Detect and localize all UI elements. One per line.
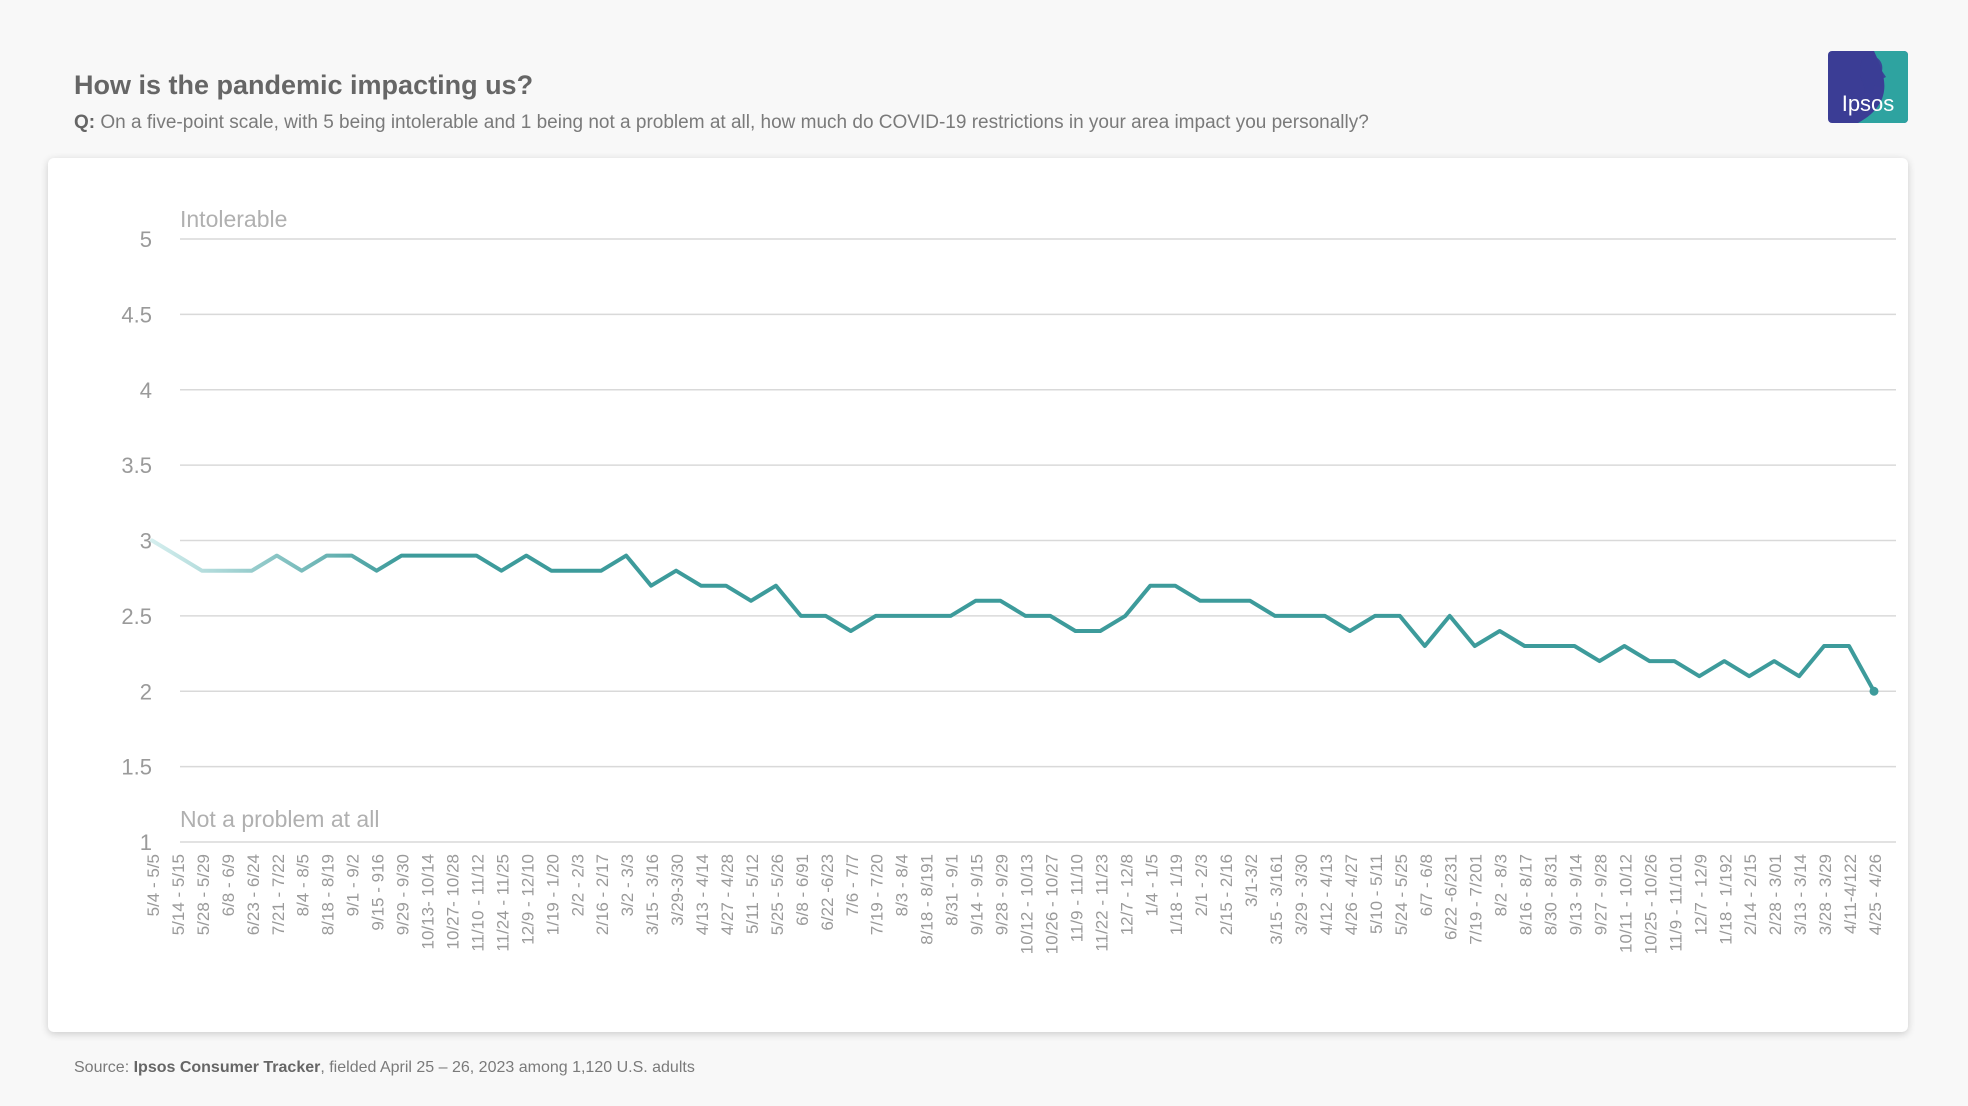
- x-tick-label: 2/14 - 2/15: [1741, 854, 1760, 935]
- x-tick-label: 8/18 - 8/19: [319, 854, 338, 935]
- x-tick-label: 7/21 - 7/22: [269, 854, 288, 935]
- x-tick-label: 9/28 - 9/29: [993, 854, 1012, 935]
- y-tick-label: 5: [140, 227, 152, 252]
- ipsos-logo: Ipsos: [1828, 51, 1908, 123]
- x-tick-label: 8/2 - 8/3: [1492, 854, 1511, 916]
- x-tick-label: 2/15 - 2/16: [1217, 854, 1236, 935]
- x-tick-label: 8/31 - 9/1: [943, 854, 962, 926]
- x-tick-label: 7/6 - 7/7: [843, 854, 862, 916]
- data-point-last: [1869, 686, 1879, 696]
- x-tick-label: 11/9 - 11/10: [1067, 854, 1086, 942]
- source-prefix: Source:: [74, 1059, 130, 1076]
- series-line: [150, 538, 1876, 694]
- x-tick-label: 11/10 - 11/12: [468, 854, 487, 952]
- x-tick-label: 9/14 - 9/15: [968, 854, 987, 935]
- x-tick-label: 5/14 - 5/15: [169, 854, 188, 935]
- x-tick-label: 2/1 - 2/3: [1192, 854, 1211, 916]
- x-tick-label: 6/7 - 6/8: [1417, 854, 1436, 916]
- x-tick-label: 1/18 - 1/19: [1167, 854, 1186, 935]
- y-tick-label: 3.5: [121, 453, 152, 478]
- y-tick-label: 4: [140, 378, 152, 403]
- x-tick-label: 12/7 - 12/8: [1117, 854, 1136, 935]
- x-tick-label: 4/25 - 4/26: [1866, 854, 1885, 935]
- x-tick-label: 6/22 -6/23: [818, 854, 837, 931]
- x-tick-label: 3/15 - 3/161: [1267, 854, 1286, 945]
- line-chart: 1 1.5 2 2.5 3 3.5 4 4.5 5 Intolerable Not a proble…: [121, 206, 1896, 954]
- x-tick-label: 3/28 - 3/29: [1816, 854, 1835, 935]
- question-body: On a five-point scale, with 5 being into…: [100, 112, 1369, 133]
- x-tick-label: 11/22 - 11/23: [1092, 854, 1111, 952]
- x-tick-label: 8/18 - 8/191: [918, 854, 937, 945]
- x-tick-label: 8/30 - 8/31: [1542, 854, 1561, 935]
- x-tick-label: 10/26 - 10/27: [1042, 854, 1061, 954]
- y-tick-label: 2.5: [121, 604, 152, 629]
- x-tick-label: 2/28 - 3/01: [1766, 854, 1785, 935]
- annotation-not-a-problem: Not a problem at all: [180, 806, 379, 832]
- x-tick-label: 10/12 - 10/13: [1017, 854, 1036, 954]
- x-tick-label: 3/29 - 3/30: [1292, 854, 1311, 935]
- x-tick-label: 6/8 - 6/9: [219, 854, 238, 916]
- x-tick-label: 11/9 - 11/101: [1666, 854, 1685, 952]
- source-detail: , fielded April 25 – 26, 2023 among 1,12…: [320, 1059, 695, 1076]
- page-title: How is the pandemic impacting us?: [74, 70, 534, 100]
- x-tick-label: 5/24 - 5/25: [1392, 854, 1411, 935]
- x-tick-label: 5/25 - 5/26: [768, 854, 787, 935]
- source-name: Ipsos Consumer Tracker: [133, 1059, 321, 1076]
- y-tick-label: 4.5: [121, 302, 152, 327]
- x-tick-label: 5/4 - 5/5: [144, 854, 163, 916]
- x-tick-label: 2/16 - 2/17: [593, 854, 612, 935]
- x-tick-label: 4/12 - 4/13: [1317, 854, 1336, 935]
- x-tick-label: 4/27 - 4/28: [718, 854, 737, 935]
- x-tick-label: 3/29-3/30: [668, 854, 687, 926]
- y-tick-label: 3: [140, 529, 152, 554]
- x-tick-label: 3/13 - 3/14: [1791, 854, 1810, 935]
- x-tick-label: 9/15 - 916: [369, 854, 388, 931]
- x-tick-label: 10/13- 10/14: [419, 854, 438, 949]
- x-tick-label: 9/13 - 9/14: [1567, 854, 1586, 935]
- x-tick-label: 4/13 - 4/14: [693, 854, 712, 935]
- x-tick-label: 7/19 - 7/20: [868, 854, 887, 935]
- x-tick-label: 6/23 - 6/24: [244, 854, 263, 935]
- x-tick-label: 6/8 - 6/91: [793, 854, 812, 926]
- y-tick-label: 1: [140, 830, 152, 855]
- x-tick-label: 5/10 - 5/11: [1367, 854, 1386, 934]
- x-tick-label: 3/15 - 3/16: [643, 854, 662, 935]
- x-tick-label: 1/4 - 1/5: [1142, 854, 1161, 916]
- x-tick-label: 10/25 - 10/26: [1641, 854, 1660, 954]
- source-note: Source: Ipsos Consumer Tracker, fielded …: [74, 1059, 695, 1077]
- x-tick-label: 5/11 - 5/12: [743, 854, 762, 934]
- x-tick-label: 9/29 - 9/30: [394, 854, 413, 935]
- x-tick-label: 11/24 - 11/25: [493, 854, 512, 952]
- x-tick-label: 8/3 - 8/4: [893, 854, 912, 916]
- x-tick-label: 8/4 - 8/5: [294, 854, 313, 916]
- x-tick-label: 10/27- 10/28: [443, 854, 462, 949]
- x-tick-label: 1/18 - 1/192: [1716, 854, 1735, 945]
- x-tick-label: 10/11 - 10/12: [1616, 854, 1635, 953]
- x-tick-label: 6/22 -6/231: [1442, 854, 1461, 940]
- y-tick-label: 2: [140, 679, 152, 704]
- x-tick-label: 12/7 - 12/9: [1691, 854, 1710, 935]
- logo-text: Ipsos: [1842, 91, 1895, 116]
- x-tick-label: 12/9 - 12/10: [518, 854, 537, 945]
- x-tick-label: 4/26 - 4/27: [1342, 854, 1361, 935]
- question-text: Q: On a five-point scale, with 5 being i…: [74, 112, 1369, 134]
- head-silhouette-icon: [1860, 55, 1886, 93]
- x-tick-label: 5/28 - 5/29: [194, 854, 213, 935]
- y-tick-label: 1.5: [121, 755, 152, 780]
- x-tick-label: 9/27 - 9/28: [1591, 854, 1610, 935]
- x-tick-label: 2/2 - 2/3: [568, 854, 587, 916]
- x-tick-label: 3/1-3/2: [1242, 854, 1261, 907]
- x-tick-label: 9/1 - 9/2: [344, 854, 363, 916]
- x-tick-label: 4/11-4/122: [1841, 854, 1860, 934]
- x-tick-label: 7/19 - 7/201: [1467, 854, 1486, 945]
- x-tick-label: 8/16 - 8/17: [1517, 854, 1536, 935]
- x-tick-label: 3/2 - 3/3: [618, 854, 637, 916]
- chart-card: 1 1.5 2 2.5 3 3.5 4 4.5 5 Intolerable Not a proble…: [48, 158, 1908, 1032]
- question-prefix: Q:: [74, 112, 96, 133]
- x-tick-label: 1/19 - 1/20: [543, 854, 562, 935]
- annotation-intolerable: Intolerable: [180, 206, 287, 232]
